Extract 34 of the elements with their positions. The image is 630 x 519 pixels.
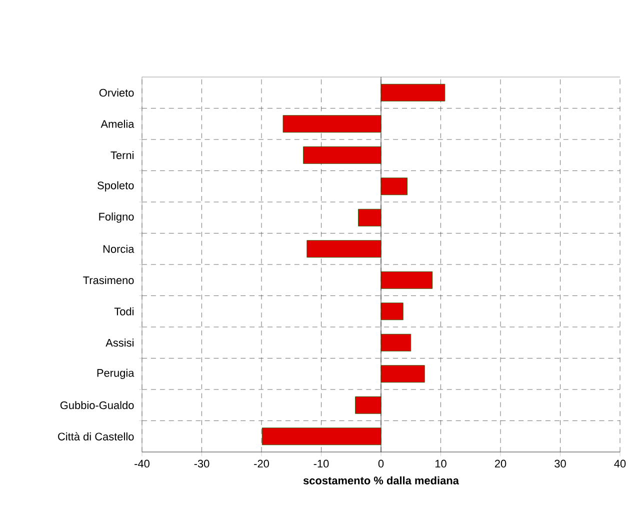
- y-tick-label: Norcia: [103, 244, 134, 253]
- y-tick-label: Perugia: [97, 368, 134, 379]
- x-tick-label: 10: [435, 460, 446, 468]
- bar: [262, 428, 382, 446]
- bar: [282, 115, 382, 133]
- y-tick-label: Gubbio-Gualdo: [60, 401, 134, 410]
- bar: [380, 271, 433, 289]
- y-tick-label: Amelia: [100, 120, 134, 128]
- x-tick-label: 40: [614, 460, 626, 468]
- x-tick-label: 20: [494, 460, 506, 468]
- bar: [380, 365, 425, 383]
- y-tick-label: Trasimeno: [83, 276, 134, 284]
- bar: [355, 396, 382, 414]
- x-tick-label: -40: [134, 460, 150, 468]
- y-tick-label: Foligno: [99, 212, 134, 223]
- x-tick-label: -10: [314, 460, 329, 468]
- bar: [380, 84, 446, 102]
- bar: [303, 146, 382, 164]
- y-tick-label: Terni: [110, 151, 134, 160]
- y-tick-label: Assisi: [106, 338, 134, 347]
- bar: [306, 240, 382, 258]
- y-tick-label: Todi: [114, 307, 134, 316]
- y-tick-label: Città di Castello: [58, 432, 134, 440]
- x-tick-label: 30: [554, 460, 566, 468]
- x-tick-label: 0: [378, 460, 384, 468]
- bar: [358, 208, 382, 226]
- x-axis-title: scostamento % dalla mediana: [303, 476, 460, 484]
- bar: [380, 334, 412, 352]
- x-tick-label: -20: [254, 460, 269, 468]
- bar: [380, 178, 408, 196]
- bar: [380, 302, 404, 320]
- y-tick-label: Spoleto: [98, 181, 134, 192]
- x-tick-label: -30: [194, 460, 210, 468]
- y-tick-label: Orvieto: [99, 88, 134, 97]
